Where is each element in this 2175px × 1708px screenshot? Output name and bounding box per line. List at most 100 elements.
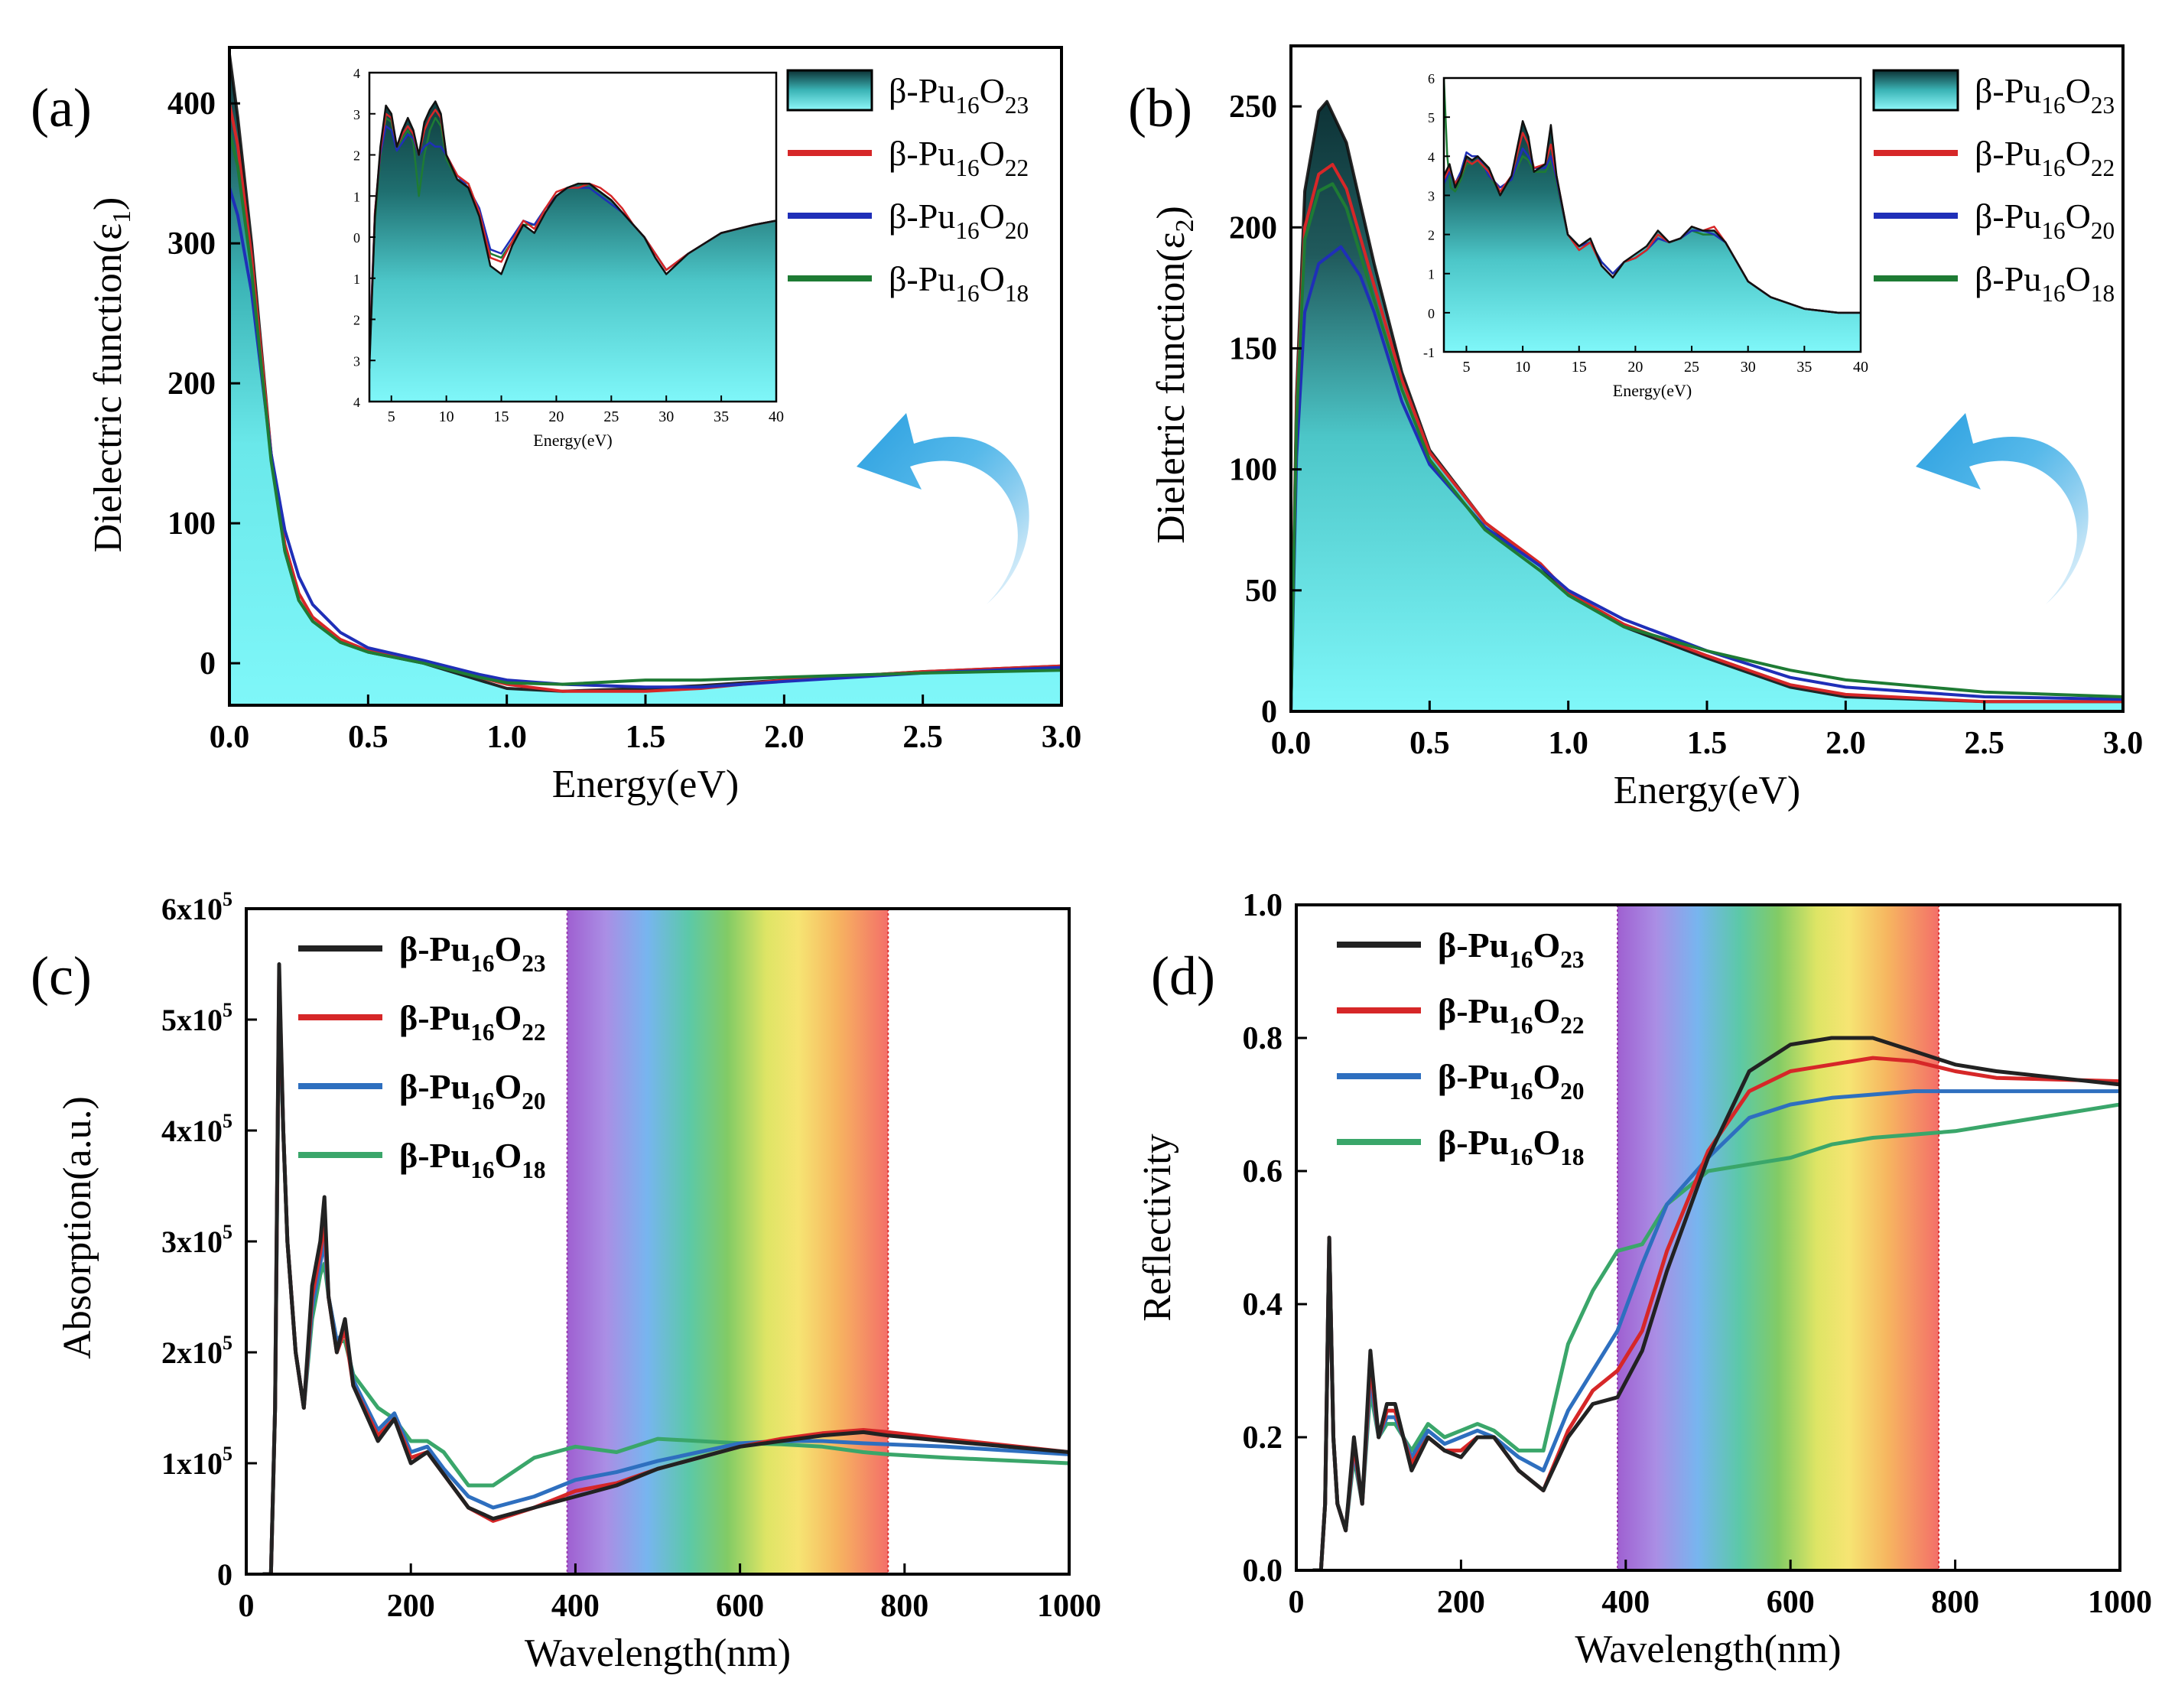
x-tick-label: 3.0 [1042, 720, 1082, 755]
inset-x-tick-label: 30 [658, 408, 674, 425]
x-tick-label: 0 [239, 1589, 255, 1624]
legend-swatch [1872, 69, 1959, 112]
panel-label: (a) [31, 77, 92, 138]
panel-c: 0 200 400 600 800 100001x1052x1053x1054x1055x… [31, 888, 1101, 1675]
y-tick-label: 100 [167, 506, 216, 542]
y-tick-label: 0 [1261, 695, 1277, 730]
legend-label: β-Pu16O23 [1438, 926, 1585, 973]
x-tick-label: 0 [1289, 1585, 1305, 1620]
inset-chart: 5 10 15 20 25 30 35 40 -1 0 1 2 3 4 5 6 Energy(eV) [1423, 71, 1868, 400]
x-tick-label: 1.5 [626, 720, 666, 755]
axes-frame [1295, 903, 2121, 1572]
y-tick-label: 0.6 [1243, 1154, 1283, 1189]
y-label-main: Dieletric function(ε [1149, 232, 1193, 543]
x-tick-label: 0.5 [348, 720, 389, 755]
inset-series-line-β-Pu16O23 [369, 100, 776, 369]
formula-mid: O [980, 134, 1005, 173]
x-tick-label: 600 [1767, 1585, 1815, 1620]
inset-x-tick-label: 5 [388, 408, 395, 425]
inset-x-axis-label: Energy(eV) [1613, 381, 1692, 400]
y-tick-label: 0.0 [1243, 1553, 1283, 1589]
inset-x-tick-label: 25 [603, 408, 619, 425]
tick-exponent: 5 [223, 1443, 232, 1465]
legend-label: β-Pu16O18 [399, 1136, 546, 1183]
y-label-main: Absorption(a.u.) [56, 1096, 99, 1359]
legend-label: β-Pu16O18 [1975, 259, 2115, 307]
visible-spectrum-band [1617, 905, 1939, 1570]
legend-label: β-Pu16O22 [399, 998, 546, 1046]
curved-arrow-icon [1916, 413, 2089, 604]
formula-sub: 16 [470, 1157, 494, 1183]
plot-area [229, 54, 1061, 705]
panel-label: (b) [1128, 77, 1192, 138]
x-tick-label: 0.5 [1409, 726, 1450, 761]
formula-mid: O [980, 71, 1005, 110]
y-tick-label: 400 [167, 86, 216, 122]
formula-base: β-Pu [889, 259, 955, 298]
x-tick-label: 2.5 [902, 720, 943, 755]
series-line-β-Pu16O22 [1291, 163, 2123, 711]
formula-base: β-Pu [399, 998, 470, 1037]
formula-mid: O [495, 998, 522, 1037]
panel-label: (c) [31, 945, 92, 1007]
panel-b: 0.0 0.5 1.0 1.5 2.0 2.5 3.0050100150200250Ener… [1128, 44, 2143, 812]
tick-exponent: 5 [223, 1110, 232, 1132]
y-tick-label: 100 [1229, 453, 1277, 488]
x-axis-label: Energy(eV) [552, 763, 740, 806]
x-tick-label: 400 [551, 1589, 600, 1624]
formula-sub: 16 [2041, 217, 2065, 244]
x-tick-label: 200 [387, 1589, 435, 1624]
formula-mid: O [495, 929, 522, 968]
formula-sub: 22 [522, 1019, 545, 1046]
y-tick-label: 0.8 [1243, 1021, 1283, 1056]
y-tick-label: 1x105 [161, 1443, 232, 1481]
legend-label: β-Pu16O23 [399, 929, 546, 977]
formula-sub: 16 [470, 950, 494, 977]
formula-base: β-Pu [399, 1067, 470, 1106]
formula-sub: 22 [1005, 155, 1029, 181]
y-tick-label: 4x105 [161, 1110, 232, 1148]
inset-x-tick-label: 20 [1627, 359, 1643, 376]
formula-sub: 16 [955, 155, 979, 181]
legend-label: β-Pu16O22 [1438, 991, 1585, 1039]
formula-sub: 20 [522, 1088, 545, 1114]
plot-area [262, 962, 1069, 1574]
inset-plot-area [1444, 78, 1861, 352]
formula-sub: 16 [2041, 155, 2065, 181]
plot-area [1291, 99, 2123, 711]
x-axis-label: Wavelength(nm) [1575, 1628, 1841, 1671]
formula-sub: 18 [522, 1157, 545, 1183]
legend-label: β-Pu16O18 [1438, 1123, 1585, 1170]
curved-arrow-icon [857, 413, 1029, 604]
inset-y-tick-label: 3 [1428, 188, 1435, 203]
panel-d: 0 200 400 600 800 1000 0.0 0.2 0.4 0.6 0.8 1.0 Wavel… [1136, 888, 2152, 1671]
tick-mantissa: 1x10 [161, 1446, 223, 1481]
formula-mid: O [1533, 1123, 1561, 1162]
inset-y-tick-label: 2 [353, 148, 360, 164]
inset-y-tick-label: 4 [353, 66, 360, 81]
formula-sub: 20 [2091, 217, 2115, 244]
y-tick-label: 200 [1229, 210, 1277, 246]
y-tick-label: 3x105 [161, 1221, 232, 1259]
y-label-sub: 2 [1171, 219, 1199, 232]
formula-mid: O [1533, 1057, 1561, 1096]
inset-y-tick-label: 4 [1428, 149, 1435, 164]
y-tick-label: 2x105 [161, 1332, 232, 1370]
formula-base: β-Pu [889, 197, 955, 236]
panel-label: (d) [1151, 945, 1215, 1007]
y-label-main: Dielectric function(ε [86, 223, 130, 552]
y-tick-label: 0.2 [1243, 1420, 1283, 1456]
legend-label: β-Pu16O20 [1438, 1057, 1585, 1105]
formula-sub: 20 [1005, 217, 1029, 244]
formula-base: β-Pu [1438, 1057, 1509, 1096]
formula-sub: 22 [2091, 155, 2115, 181]
legend-label: β-Pu16O20 [399, 1067, 546, 1114]
legend-label: β-Pu16O23 [1975, 71, 2115, 119]
formula-sub: 18 [1005, 280, 1029, 307]
formula-base: β-Pu [1975, 197, 2041, 236]
inset-y-tick-label: 3 [353, 107, 360, 122]
tick-mantissa: 4x10 [161, 1114, 223, 1148]
y-tick-label: 0 [200, 646, 216, 682]
formula-sub: 20 [1560, 1078, 1584, 1105]
